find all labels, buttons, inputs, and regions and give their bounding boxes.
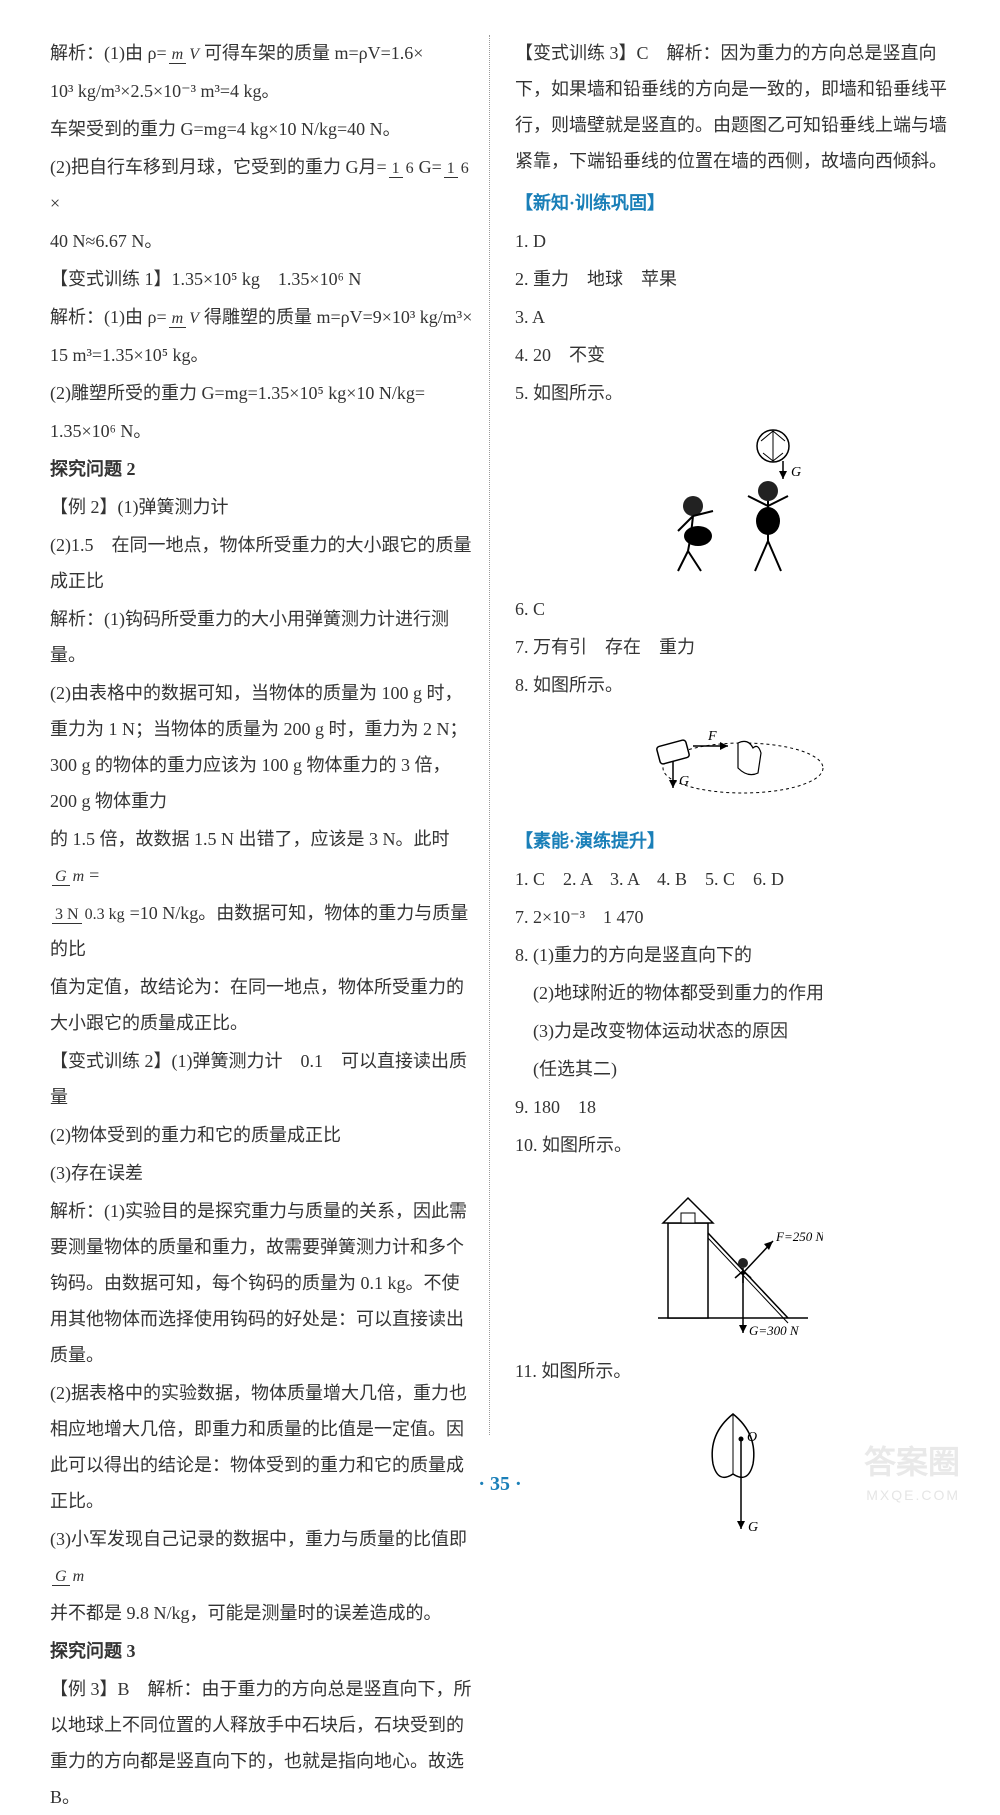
text: (3)小军发现自己记录的数据中，重力与质量的比值即: [50, 1529, 467, 1549]
paragraph: (2)由表格中的数据可知，当物体的质量为 100 g 时，重力为 1 N；当物体…: [50, 675, 474, 819]
fraction: Gm: [52, 868, 87, 886]
left-column: 解析：(1)由 ρ=mV可得车架的质量 m=ρV=1.6× 10³ kg/m³×…: [50, 35, 490, 1435]
text: G=: [419, 157, 442, 177]
answer-item: 8. (1)重力的方向是竖直向下的: [515, 937, 950, 973]
answer-item: 3. A: [515, 299, 950, 335]
text: ×: [50, 193, 60, 213]
answer-item: 5. 如图所示。: [515, 375, 950, 411]
answer-item: 2. 重力 地球 苹果: [515, 261, 950, 297]
paragraph: 解析：(1)由 ρ=mV可得车架的质量 m=ρV=1.6×: [50, 35, 474, 71]
heading: 探究问题 3: [50, 1633, 474, 1669]
text: (2)把自行车移到月球，它受到的重力 G月=: [50, 157, 387, 177]
paragraph: (2)据表格中的实验数据，物体质量增大几倍，重力也相应地增大几倍，即重力和质量的…: [50, 1375, 474, 1519]
answer-item: 1. C 2. A 3. A 4. B 5. C 6. D: [515, 861, 950, 897]
text: 可得车架的质量 m=ρV=1.6×: [204, 43, 423, 63]
paragraph: (3)小军发现自己记录的数据中，重力与质量的比值即 Gm: [50, 1521, 474, 1593]
paragraph: 并不都是 9.8 N/kg，可能是测量时的误差造成的。: [50, 1595, 474, 1631]
answer-item: (2)地球附近的物体都受到重力的作用: [515, 975, 950, 1011]
paragraph: 【变式训练 1】1.35×10⁵ kg 1.35×10⁶ N: [50, 261, 474, 297]
label-G: G: [748, 1520, 758, 1535]
watermark-url: MXQE.COM: [866, 1481, 960, 1509]
label-O: O: [747, 1430, 757, 1445]
paragraph: 【变式训练 3】C 解析：因为重力的方向总是竖直向下，如果墙和铅垂线的方向是一致…: [515, 35, 950, 179]
paragraph: 1.35×10⁶ N。: [50, 413, 474, 449]
fraction: 16: [444, 160, 472, 178]
section-title: 【素能·演练提升】: [515, 823, 950, 859]
figure-slide-forces: F=250 N G=300 N: [643, 1173, 823, 1343]
label-F: F: [707, 729, 717, 744]
paragraph: 解析：(1)由 ρ=mV得雕塑的质量 m=ρV=9×10³ kg/m³×: [50, 299, 474, 335]
label-G: G: [679, 774, 689, 789]
paragraph: (2)把自行车移到月球，它受到的重力 G月=16G=16×: [50, 149, 474, 221]
label-G: G: [791, 465, 801, 480]
label-G: G=300 N: [749, 1323, 800, 1338]
paragraph: 【例 2】(1)弹簧测力计: [50, 489, 474, 525]
fraction: mV: [169, 310, 202, 328]
paragraph: 值为定值，故结论为：在同一地点，物体所受重力的大小跟它的质量成正比。: [50, 969, 474, 1041]
fraction: 3 N0.3 kg: [52, 906, 128, 924]
text: 得雕塑的质量 m=ρV=9×10³ kg/m³×: [204, 307, 472, 327]
paragraph: 解析：(1)实验目的是探究重力与质量的关系，因此需要测量物体的质量和重力，故需要…: [50, 1193, 474, 1373]
paragraph: 的 1.5 倍，故数据 1.5 N 出错了，应该是 3 N。此时 Gm=: [50, 821, 474, 893]
two-column-layout: 解析：(1)由 ρ=mV可得车架的质量 m=ρV=1.6× 10³ kg/m³×…: [50, 35, 950, 1435]
answer-item: (3)力是改变物体运动状态的原因: [515, 1013, 950, 1049]
answer-item: 1. D: [515, 223, 950, 259]
paragraph: (2)物体受到的重力和它的质量成正比: [50, 1117, 474, 1153]
section-title: 【新知·训练巩固】: [515, 185, 950, 221]
right-column: 【变式训练 3】C 解析：因为重力的方向总是竖直向下，如果墙和铅垂线的方向是一致…: [510, 35, 950, 1435]
fraction: 16: [389, 160, 417, 178]
label-F: F=250 N: [775, 1229, 823, 1244]
answer-item: 7. 2×10⁻³ 1 470: [515, 899, 950, 935]
heading: 探究问题 2: [50, 451, 474, 487]
answer-item: 8. 如图所示。: [515, 667, 950, 703]
paragraph: (2)1.5 在同一地点，物体所受重力的大小跟它的质量成正比: [50, 527, 474, 599]
paragraph: 【例 3】B 解析：由于重力的方向总是竖直向下，所以地球上不同位置的人释放手中石…: [50, 1671, 474, 1815]
figure-eraser-hand: F G: [633, 713, 833, 813]
answer-item: 6. C: [515, 591, 950, 627]
paragraph: 车架受到的重力 G=mg=4 kg×10 N/kg=40 N。: [50, 111, 474, 147]
text: =: [89, 865, 99, 885]
text: 解析：(1)由 ρ=: [50, 307, 167, 327]
fraction: Gm: [52, 1568, 87, 1586]
paragraph: 【变式训练 2】(1)弹簧测力计 0.1 可以直接读出质量: [50, 1043, 474, 1115]
page-number: · 35 ·: [478, 1464, 521, 1504]
paragraph: 40 N≈6.67 N。: [50, 223, 474, 259]
paragraph: 10³ kg/m³×2.5×10⁻³ m³=4 kg。: [50, 73, 474, 109]
answer-item: 4. 20 不变: [515, 337, 950, 373]
text: 解析：(1)由 ρ=: [50, 43, 167, 63]
paragraph: 解析：(1)钩码所受重力的大小用弹簧测力计进行测量。: [50, 601, 474, 673]
answer-item: (任选其二): [515, 1051, 950, 1087]
figure-ball-players: G: [643, 421, 823, 581]
paragraph: (3)存在误差: [50, 1155, 474, 1191]
answer-item: 11. 如图所示。: [515, 1353, 950, 1389]
paragraph: (2)雕塑所受的重力 G=mg=1.35×10⁵ kg×10 N/kg=: [50, 375, 474, 411]
answer-item: 9. 180 18: [515, 1089, 950, 1125]
text: 的 1.5 倍，故数据 1.5 N 出错了，应该是 3 N。此时: [50, 829, 450, 849]
figure-leaf-gravity: O G: [683, 1399, 783, 1549]
answer-item: 10. 如图所示。: [515, 1127, 950, 1163]
fraction: mV: [169, 46, 202, 64]
paragraph: 3 N0.3 kg=10 N/kg。由数据可知，物体的重力与质量的比: [50, 895, 474, 967]
answer-item: 7. 万有引 存在 重力: [515, 629, 950, 665]
paragraph: 15 m³=1.35×10⁵ kg。: [50, 337, 474, 373]
